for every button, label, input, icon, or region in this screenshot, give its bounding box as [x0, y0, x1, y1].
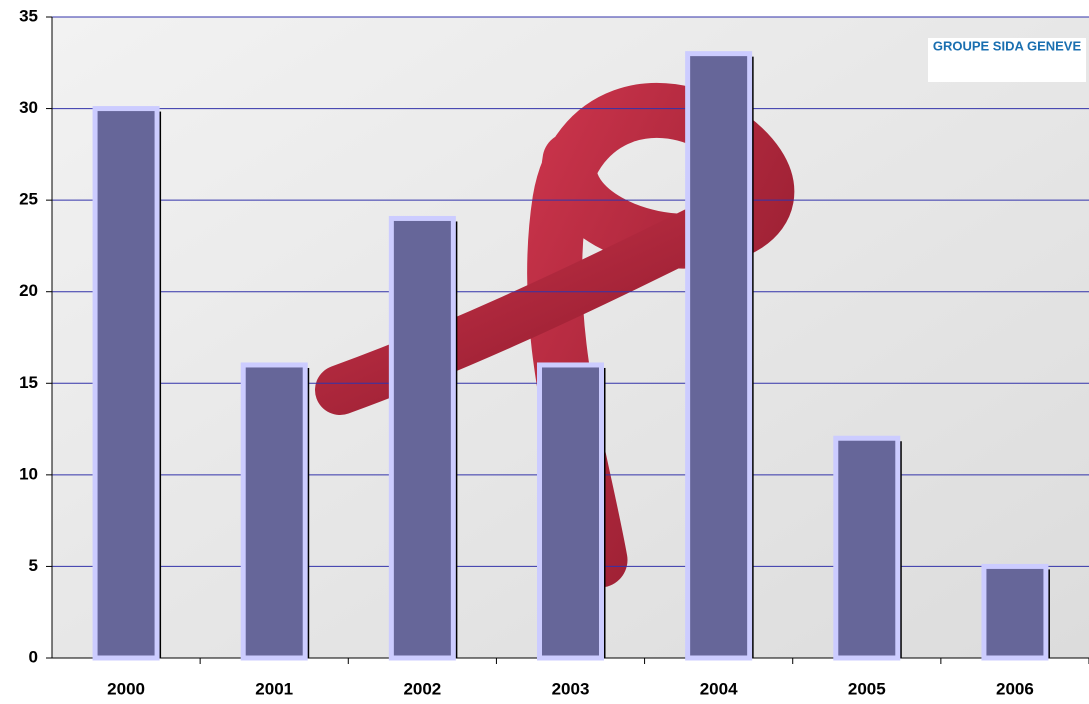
logo-box: [928, 38, 1086, 82]
logo-text: GROUPE SIDA GENEVE: [933, 38, 1082, 53]
bar: [92, 106, 160, 661]
y-tick-label: 30: [19, 98, 38, 117]
bar: [537, 362, 604, 661]
bar: [240, 362, 308, 661]
y-tick-label: 5: [29, 556, 38, 575]
x-tick-label: 2003: [552, 679, 590, 698]
x-tick-label: 2001: [255, 679, 293, 698]
y-tick-label: 35: [19, 6, 38, 25]
y-tick-label: 10: [19, 464, 38, 483]
x-tick-label: 2002: [403, 679, 441, 698]
bar: [388, 215, 456, 661]
x-tick-label: 2000: [107, 679, 145, 698]
logo: GROUPE SIDA GENEVE: [928, 38, 1086, 82]
y-tick-label: 20: [19, 281, 38, 300]
bar: [833, 435, 901, 661]
bar: [981, 563, 1049, 661]
x-tick-label: 2004: [700, 679, 738, 698]
bar: [685, 51, 753, 661]
y-tick-label: 15: [19, 373, 38, 392]
y-tick-label: 0: [29, 647, 38, 666]
x-tick-label: 2005: [848, 679, 886, 698]
x-tick-label: 2006: [996, 679, 1034, 698]
y-tick-label: 25: [19, 190, 38, 209]
